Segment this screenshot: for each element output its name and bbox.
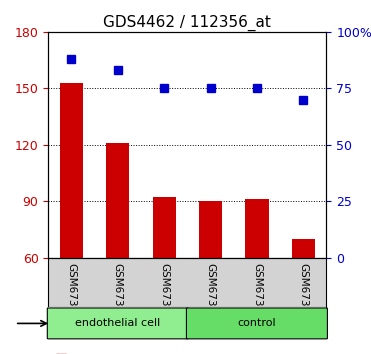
Bar — [292, 239, 315, 258]
Bar — [245, 199, 269, 258]
Text: endothelial cell: endothelial cell — [75, 318, 160, 329]
Text: GSM673577: GSM673577 — [252, 263, 262, 326]
Bar — [199, 201, 222, 258]
Bar — [106, 143, 129, 258]
Text: GSM673576: GSM673576 — [206, 263, 216, 326]
Text: GSM673578: GSM673578 — [298, 263, 308, 326]
Legend: count, percentile rank within the sample: count, percentile rank within the sample — [51, 350, 265, 354]
Text: GSM673575: GSM673575 — [159, 263, 169, 326]
Bar — [152, 198, 176, 258]
Text: GSM673574: GSM673574 — [113, 263, 123, 326]
Bar — [60, 83, 83, 258]
FancyBboxPatch shape — [47, 308, 188, 339]
Title: GDS4462 / 112356_at: GDS4462 / 112356_at — [104, 14, 271, 30]
Text: GSM673573: GSM673573 — [66, 263, 76, 326]
FancyBboxPatch shape — [187, 308, 327, 339]
Text: control: control — [237, 318, 276, 329]
